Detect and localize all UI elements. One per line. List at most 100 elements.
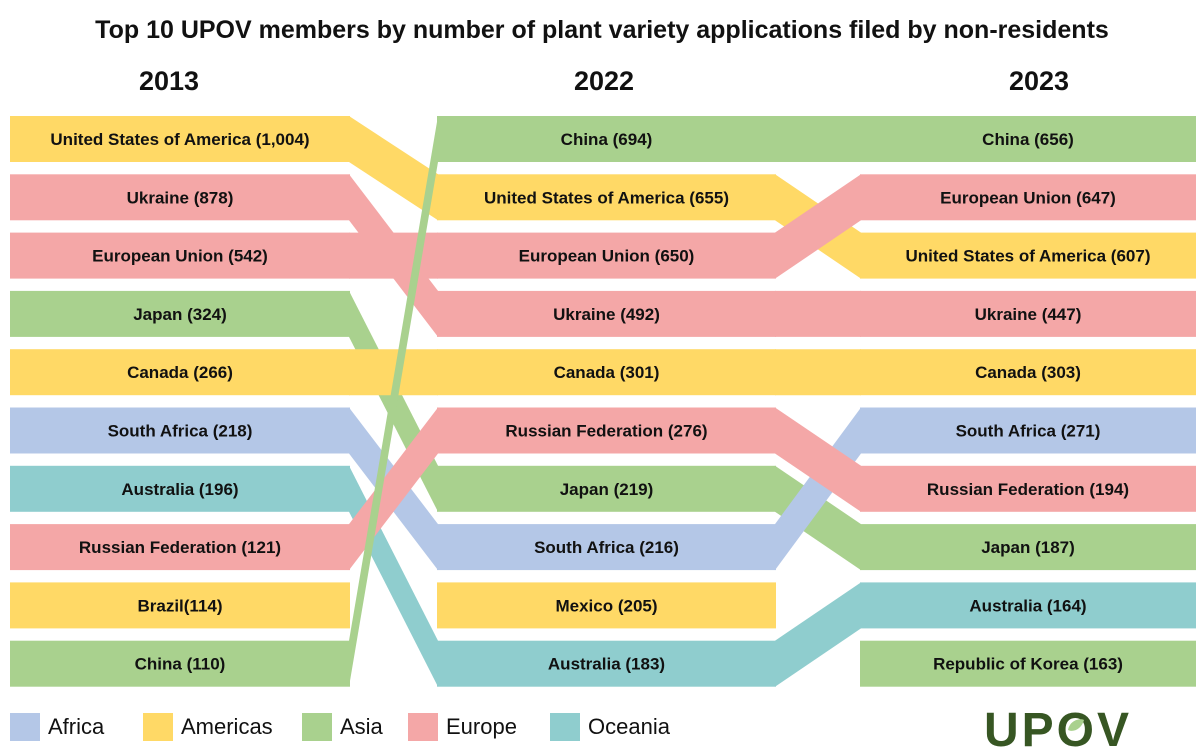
bands — [10, 116, 1196, 687]
connector-united-states-of-america-2013-2022 — [349, 116, 438, 221]
bar-australia-2013 — [10, 465, 350, 512]
legend-label-oceania: Oceania — [588, 714, 670, 739]
bar-south-africa-2023 — [860, 407, 1196, 454]
bar-ukraine-2022 — [437, 290, 776, 337]
legend-label-europe: Europe — [446, 714, 517, 739]
label-australia-2023: Australia (164) — [969, 596, 1086, 615]
label-japan-2022: Japan (219) — [560, 480, 654, 499]
band-china — [10, 116, 1196, 687]
bar-mexico-2022 — [437, 582, 776, 629]
bar-china-2013 — [10, 640, 350, 687]
label-european-union-2022: European Union (650) — [519, 247, 695, 266]
bar-japan-2013 — [10, 290, 350, 337]
label-china-2022: China (694) — [561, 130, 653, 149]
label-united-states-of-america-2022: United States of America (655) — [484, 188, 729, 207]
legend-label-asia: Asia — [340, 714, 383, 739]
chart-title: Top 10 UPOV members by number of plant v… — [95, 16, 1109, 44]
label-south-africa-2023: South Africa (271) — [956, 422, 1101, 441]
label-ukraine-2022: Ukraine (492) — [553, 305, 660, 324]
bar-china-2022 — [437, 116, 776, 162]
year-header-2013: 2013 — [138, 66, 200, 96]
label-russian-federation-2023: Russian Federation (194) — [927, 480, 1129, 499]
band-russian-federation — [10, 407, 1196, 571]
connector-japan-2022-2023 — [775, 465, 861, 571]
band-republic-of-korea — [860, 640, 1196, 687]
band-mexico — [437, 582, 776, 629]
connector-european-union-2022-2023 — [775, 174, 861, 279]
bar-united-states-of-america-2022 — [437, 174, 776, 221]
bar-russian-federation-2023 — [860, 465, 1196, 512]
bar-brazil-2013 — [10, 582, 350, 629]
bar-ukraine-2013 — [10, 174, 350, 221]
connector-russian-federation-2022-2023 — [775, 407, 861, 512]
band-brazil — [10, 582, 350, 629]
label-european-union-2013: European Union (542) — [92, 247, 268, 266]
bar-ukraine-2023 — [860, 290, 1196, 337]
bar-united-states-of-america-2013 — [10, 116, 350, 162]
bar-canada-2013 — [10, 349, 350, 396]
bar-china-2023 — [860, 116, 1196, 162]
label-brazil-2013: Brazil(114) — [137, 596, 222, 615]
year-header-2022: 2022 — [573, 66, 635, 96]
label-australia-2022: Australia (183) — [548, 655, 665, 674]
label-republic-of-korea-2023: Republic of Korea (163) — [933, 655, 1123, 674]
label-united-states-of-america-2023: United States of America (607) — [906, 247, 1151, 266]
legend-swatch-oceania — [550, 713, 580, 741]
connector-china-2013-2022 — [349, 116, 438, 687]
label-canada-2023: Canada (303) — [975, 363, 1081, 382]
bar-japan-2022 — [437, 465, 776, 512]
band-canada — [10, 349, 1196, 396]
label-china-2013: China (110) — [135, 655, 226, 674]
connector-canada-2013-2022 — [349, 349, 438, 396]
label-ukraine-2013: Ukraine (878) — [127, 188, 234, 207]
legend-label-americas: Americas — [181, 714, 273, 739]
connector-canada-2022-2023 — [775, 349, 861, 396]
label-united-states-of-america-2013: United States of America (1,004) — [50, 130, 309, 149]
band-south-africa — [10, 407, 1196, 571]
bar-south-africa-2013 — [10, 407, 350, 454]
connector-south-africa-2022-2023 — [775, 407, 861, 571]
label-mexico-2022: Mexico (205) — [555, 596, 657, 615]
bar-australia-2022 — [437, 640, 776, 687]
band-united-states-of-america — [10, 116, 1196, 279]
label-china-2023: China (656) — [982, 130, 1074, 149]
bar-republic-of-korea-2023 — [860, 640, 1196, 687]
label-south-africa-2022: South Africa (216) — [534, 538, 679, 557]
legend-swatch-europe — [408, 713, 438, 741]
bar-european-union-2023 — [860, 174, 1196, 221]
label-japan-2023: Japan (187) — [981, 538, 1075, 557]
label-european-union-2023: European Union (647) — [940, 188, 1116, 207]
bar-russian-federation-2013 — [10, 524, 350, 571]
bar-japan-2023 — [860, 524, 1196, 571]
label-japan-2013: Japan (324) — [133, 305, 227, 324]
bar-european-union-2013 — [10, 232, 350, 279]
label-ukraine-2023: Ukraine (447) — [975, 305, 1082, 324]
label-canada-2022: Canada (301) — [554, 363, 660, 382]
legend-label-africa: Africa — [48, 714, 105, 739]
connector-ukraine-2022-2023 — [775, 290, 861, 337]
bar-russian-federation-2022 — [437, 407, 776, 454]
bar-canada-2023 — [860, 349, 1196, 396]
label-russian-federation-2013: Russian Federation (121) — [79, 538, 281, 557]
connector-australia-2022-2023 — [775, 582, 861, 687]
connector-china-2022-2023 — [775, 116, 861, 162]
bar-australia-2023 — [860, 582, 1196, 629]
label-south-africa-2013: South Africa (218) — [108, 422, 253, 441]
svg-text:UPOV: UPOV — [984, 704, 1132, 752]
labels: United States of America (1,004) Ukraine … — [50, 130, 1150, 674]
band-european-union — [10, 174, 1196, 279]
upov-logo: UPOV — [984, 704, 1132, 752]
year-header-2023: 2023 — [1008, 66, 1070, 96]
label-australia-2013: Australia (196) — [121, 480, 238, 499]
legend-swatch-africa — [10, 713, 40, 741]
legend-swatch-americas — [143, 713, 173, 741]
bar-south-africa-2022 — [437, 524, 776, 571]
bar-european-union-2022 — [437, 232, 776, 279]
label-canada-2013: Canada (266) — [127, 363, 233, 382]
leaf-icon — [1068, 719, 1084, 731]
legend-swatch-asia — [302, 713, 332, 741]
bar-canada-2022 — [437, 349, 776, 396]
bump-chart: United States of America (1,004) Ukraine … — [10, 116, 1196, 687]
label-russian-federation-2022: Russian Federation (276) — [505, 422, 707, 441]
bar-united-states-of-america-2023 — [860, 232, 1196, 279]
